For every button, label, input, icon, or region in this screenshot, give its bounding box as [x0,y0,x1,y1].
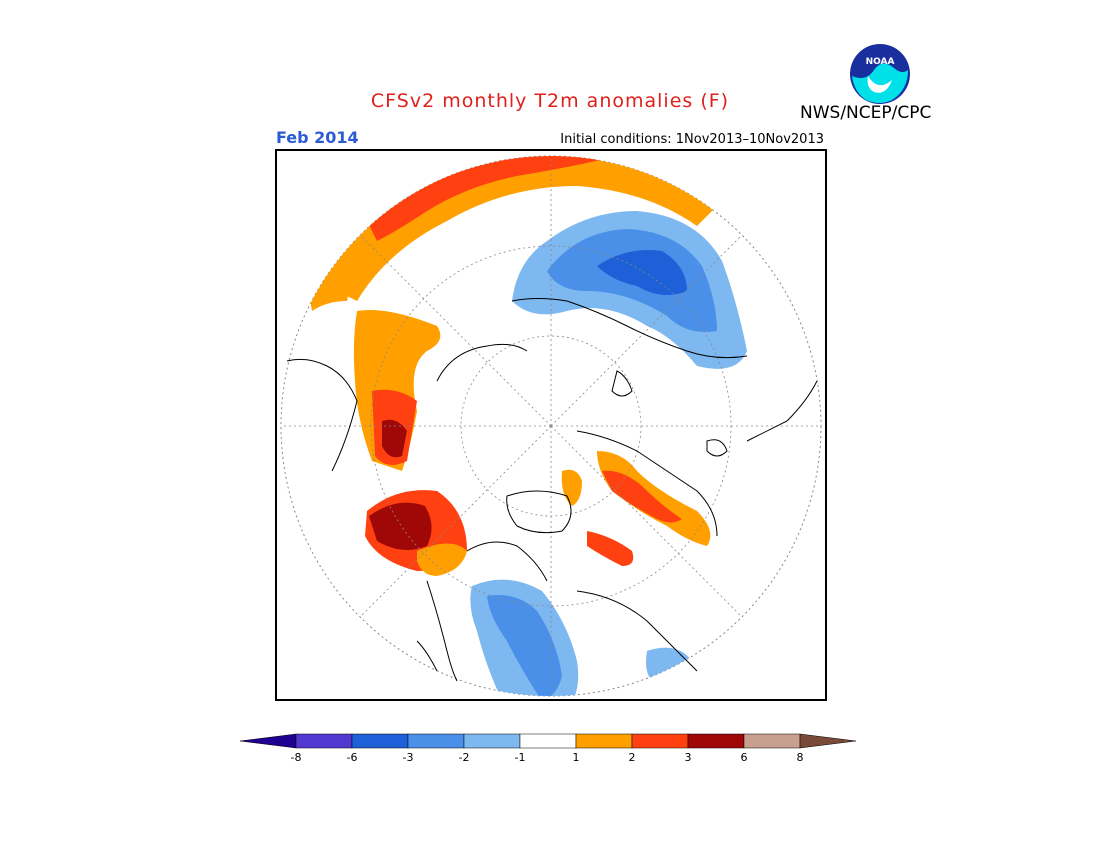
colorbar-swatch [295,733,353,749]
noaa-logo: NOAA [850,44,910,104]
colorbar-tick-label: -1 [515,751,526,764]
colorbar-swatch [575,733,633,749]
colorbar-legend: -8 -6 -3 -2 -1 1 2 3 6 8 [240,733,857,764]
colorbar-tick-label: -6 [347,751,358,764]
anomaly-map [280,155,822,697]
colorbar-tick-label: -2 [459,751,470,764]
noaa-logo-text: NOAA [866,57,895,67]
warm-region-baffin [561,469,582,506]
warm-region-alaska-core [369,502,432,550]
warm-region-europe-core [382,419,407,458]
colorbar-tick-label: 3 [685,751,692,764]
colorbar-swatch [407,733,465,749]
colorbar-swatch [351,733,409,749]
colorbar-swatch [743,733,801,749]
warm-region-canada-strong [602,470,682,523]
colorbar-tick-label: 6 [741,751,748,764]
chart-title: CFSv2 monthly T2m anomalies (F) [370,90,730,112]
colorbar-swatch [631,733,689,749]
colorbar-arrow-low [240,733,297,749]
cold-region-na-west-core [487,595,562,696]
graticule [281,156,821,696]
warm-region-alaska-outer [417,543,467,576]
colorbar-tick-label: 2 [629,751,636,764]
colorbar-arrow-high [799,733,857,749]
colorbar-tick-label: 8 [797,751,804,764]
cold-region-siberia-deep [597,250,687,295]
warm-region-hudson [587,531,634,566]
coastlines [286,298,818,682]
forecast-month: Feb 2014 [276,128,359,147]
agency-label: NWS/NCEP/CPC [800,103,932,123]
warm-region-north-arc-strong [367,156,617,241]
map-frame [275,149,827,701]
colorbar-tick-label: -8 [291,751,302,764]
colorbar-swatch [519,733,577,749]
colorbar-swatch [463,733,521,749]
colorbar-swatch [687,733,745,749]
colorbar-tick-label: -3 [403,751,414,764]
colorbar-tick-label: 1 [573,751,580,764]
initial-conditions: Initial conditions: 1Nov2013–10Nov2013 [560,132,824,147]
